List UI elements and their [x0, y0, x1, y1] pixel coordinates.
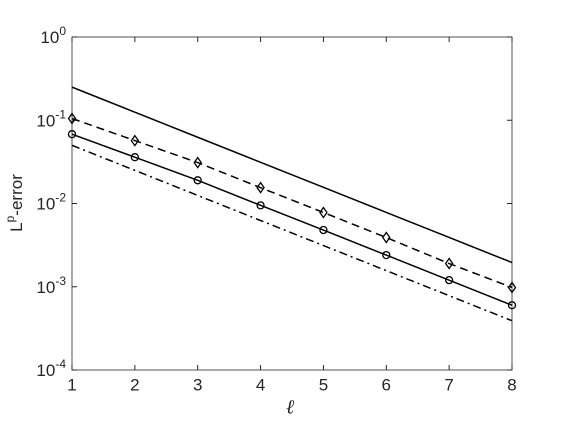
x-axis-label: ℓ: [286, 395, 295, 419]
marker: [130, 134, 140, 147]
y-tick-label: 10-2: [36, 191, 66, 214]
y-axis-label: Lp-error: [3, 174, 26, 232]
marker: [193, 156, 203, 169]
marker: [381, 231, 391, 244]
x-tick-label: 6: [382, 375, 391, 394]
series-line: [71, 144, 513, 322]
x-tick-label: 5: [319, 375, 328, 394]
x-tick-label: 4: [256, 375, 265, 394]
marker: [444, 257, 454, 270]
marker: [67, 130, 77, 139]
marker: [67, 112, 77, 125]
marker: [319, 206, 328, 219]
marker: [507, 301, 517, 310]
y-tick-label: 10-4: [36, 357, 66, 380]
y-tick-label: 10-1: [36, 107, 66, 130]
marker: [130, 153, 140, 162]
marker: [256, 181, 265, 194]
x-tick-label: 1: [67, 375, 76, 394]
marker: [319, 225, 328, 235]
series-line: [71, 133, 513, 306]
marker: [444, 276, 454, 285]
x-tick-label: 3: [193, 375, 202, 394]
marker: [193, 176, 202, 185]
marker: [507, 281, 517, 294]
marker: [382, 250, 391, 260]
y-tick-label: 100: [40, 24, 66, 47]
x-tick-label: 2: [130, 375, 139, 394]
marker: [256, 201, 265, 210]
x-tick-label: 8: [507, 375, 516, 394]
y-tick-label: 10-3: [36, 274, 66, 297]
series-line: [71, 86, 513, 264]
x-tick-label: 7: [444, 375, 453, 394]
plot-frame: [71, 36, 513, 371]
series-line: [71, 117, 513, 289]
